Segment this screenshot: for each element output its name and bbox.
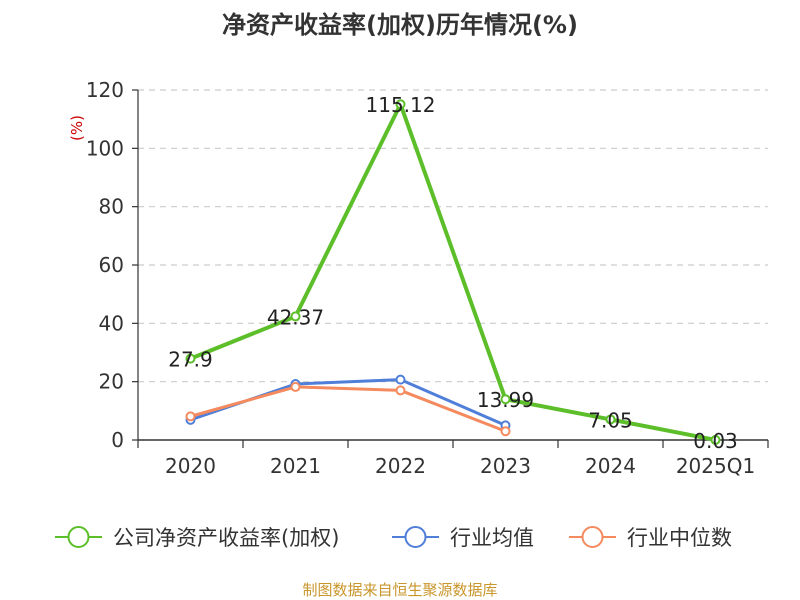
legend: 公司净资产收益率(加权) 行业均值 行业中位数	[55, 526, 732, 550]
y-tick-label: 20	[99, 370, 124, 394]
data-label: 13.99	[477, 388, 534, 412]
data-point	[500, 394, 511, 405]
series-line-0	[189, 102, 716, 442]
data-point	[500, 426, 511, 437]
y-tick-label: 80	[99, 195, 124, 219]
data-label: 27.9	[168, 348, 213, 372]
y-tick-label: 60	[99, 253, 124, 277]
series-line-2	[190, 385, 507, 433]
data-point	[395, 99, 406, 110]
data-point	[710, 434, 721, 445]
x-tick-label: 2022	[375, 454, 426, 478]
y-tick-label: 100	[86, 136, 124, 160]
legend-label: 行业均值	[450, 526, 534, 550]
legend-marker	[404, 526, 427, 548]
data-label: 0.03	[693, 429, 738, 453]
series-lines	[185, 99, 721, 445]
data-label: 7.05	[588, 408, 633, 432]
chart-title: 净资产收益率(加权)历年情况(%)	[222, 11, 578, 39]
data-label: 115.12	[366, 93, 436, 117]
y-tick-label: 40	[99, 311, 124, 335]
y-tick-label: 120	[86, 78, 124, 102]
gridlines	[138, 89, 768, 383]
data-point	[185, 411, 196, 422]
x-tick-label: 2020	[165, 454, 216, 478]
data-point	[290, 311, 301, 322]
x-tick-label: 2025Q1	[676, 454, 755, 478]
data-point	[185, 353, 196, 364]
y-tick-label: 0	[111, 428, 124, 452]
x-tick-label: 2024	[585, 454, 636, 478]
data-label: 42.37	[267, 305, 324, 329]
data-point	[290, 381, 301, 392]
axes: 0 20 40 60 80 100 120 2020 2021 2022 2023 2024 2025Q…	[86, 78, 769, 478]
x-tick-label: 2021	[270, 454, 321, 478]
y-axis-unit: (%)	[68, 115, 86, 141]
legend-marker	[67, 526, 90, 548]
legend-label: 行业中位数	[627, 526, 732, 550]
data-labels: 27.9 42.37 115.12 13.99 7.05 0.03	[168, 93, 738, 453]
data-point	[395, 385, 406, 396]
legend-label: 公司净资产收益率(加权)	[113, 526, 339, 550]
data-point	[605, 414, 616, 425]
legend-marker	[581, 526, 604, 548]
data-source-note: 制图数据来自恒生聚源数据库	[302, 581, 497, 599]
data-point	[395, 374, 406, 385]
x-tick-label: 2023	[480, 454, 531, 478]
